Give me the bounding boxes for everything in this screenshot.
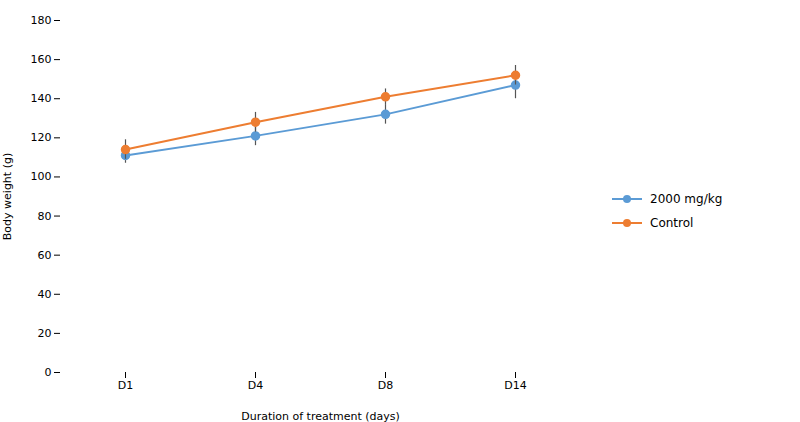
- svg-text:120: 120: [31, 131, 52, 144]
- html-text:2000 mg/kg: 2000 mg/kg: [650, 192, 723, 206]
- svg-text:0: 0: [45, 366, 52, 379]
- svg-text:60: 60: [38, 249, 52, 262]
- svg-text:40: 40: [38, 288, 52, 301]
- svg-text:20: 20: [38, 327, 52, 340]
- html-text:Control: Control: [650, 216, 694, 230]
- svg-text:D4: D4: [248, 379, 263, 392]
- svg-text:Duration of treatment (days): Duration of treatment (days): [241, 410, 400, 422]
- svg-text:Body weight (g): Body weight (g): [1, 153, 14, 240]
- svg-text:D1: D1: [118, 379, 133, 392]
- svg-text:D8: D8: [378, 379, 393, 392]
- svg-text:D14: D14: [504, 379, 526, 392]
- svg-text:160: 160: [31, 53, 52, 66]
- svg-text:140: 140: [31, 92, 52, 105]
- svg-text:80: 80: [38, 210, 52, 223]
- svg-text:100: 100: [31, 170, 52, 183]
- svg-text:180: 180: [31, 14, 52, 27]
